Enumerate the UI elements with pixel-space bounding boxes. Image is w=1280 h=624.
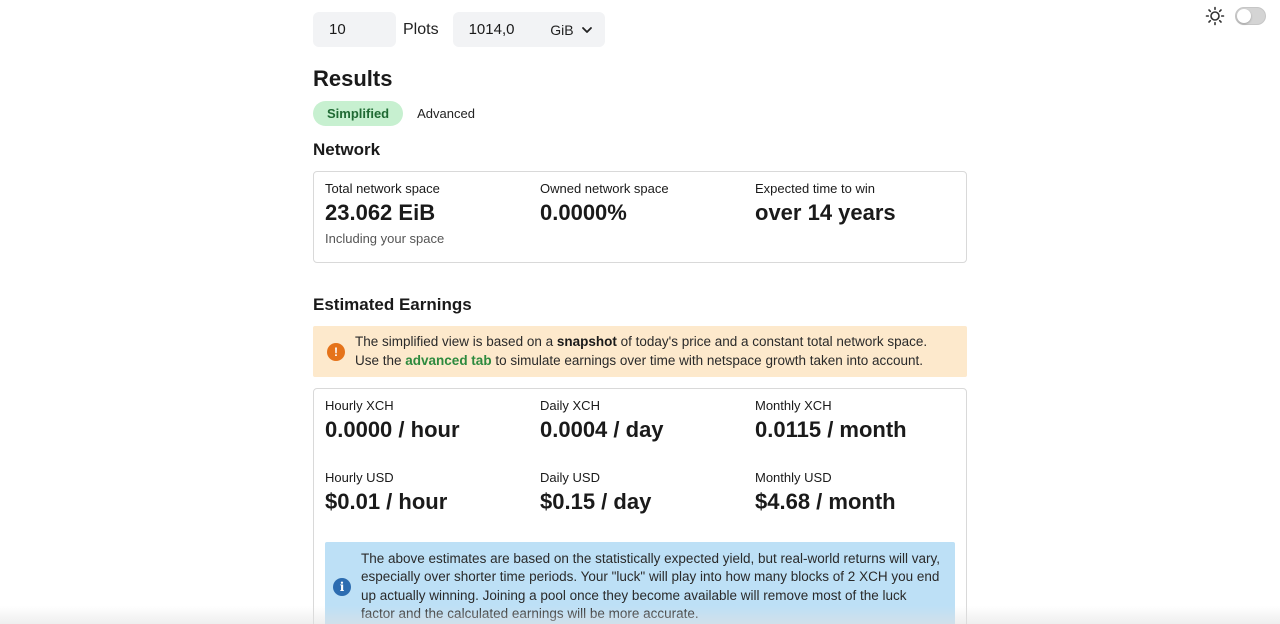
plot-count-value: 10 (329, 21, 346, 38)
stat-value: 0.0115 / month (755, 417, 907, 442)
stat-value: 0.0000% (540, 200, 627, 225)
advanced-tab-link[interactable]: advanced tab (405, 352, 492, 368)
stat-label: Total network space (325, 181, 440, 196)
stat-hourly-xch: Hourly XCH 0.0000 / hour (325, 398, 540, 470)
earnings-card: Hourly XCH 0.0000 / hour Daily XCH 0.000… (313, 388, 967, 624)
stat-value: $4.68 / month (755, 489, 896, 514)
warning-text-part: of today's price and a constant total ne… (616, 334, 928, 349)
stat-value: 0.0000 / hour (325, 417, 460, 442)
stat-hourly-usd: Hourly USD $0.01 / hour (325, 470, 540, 542)
plots-row: 10 Plots 1014,0 GiB (313, 12, 967, 47)
exclamation-icon: ! (327, 342, 345, 361)
theme-controls (1205, 6, 1266, 26)
stat-label: Owned network space (540, 181, 669, 196)
stat-label: Daily XCH (540, 398, 600, 413)
plot-size-value: 1014,0 (468, 21, 515, 38)
results-title: Results (313, 66, 393, 91)
main-content: 10 Plots 1014,0 GiB Results Simplified A… (313, 12, 967, 624)
stat-monthly-xch: Monthly XCH 0.0115 / month (755, 398, 955, 470)
plots-label: Plots (403, 20, 439, 38)
warning-line-2: Use the advanced tab to simulate earning… (355, 352, 927, 371)
bottom-fade (0, 606, 1280, 624)
stat-value: $0.15 / day (540, 489, 652, 514)
stat-expected-time-to-win: Expected time to win over 14 years (755, 181, 955, 262)
unit-select-value: GiB (550, 21, 574, 38)
warning-text: The simplified view is based on a snapsh… (355, 333, 927, 370)
toggle-knob (1237, 9, 1251, 23)
info-icon: i (333, 577, 351, 596)
stat-label: Monthly XCH (755, 398, 832, 413)
warning-text-part: Use the (355, 352, 406, 368)
snapshot-warning: ! The simplified view is based on a snap… (313, 326, 967, 377)
stat-monthly-usd: Monthly USD $4.68 / month (755, 470, 955, 542)
stat-value: $0.01 / hour (325, 489, 448, 514)
warning-text-part: to simulate earnings over time with nets… (491, 352, 924, 368)
plot-size-input[interactable]: 1014,0 GiB (452, 12, 605, 47)
plot-count-input[interactable]: 10 (313, 12, 396, 47)
tab-advanced[interactable]: Advanced (417, 106, 475, 121)
stat-label: Expected time to win (755, 181, 875, 196)
stat-owned-network-space: Owned network space 0.0000% (540, 181, 755, 262)
stat-total-network-space: Total network space 23.062 EiB Including… (325, 181, 540, 262)
network-card: Total network space 23.062 EiB Including… (313, 171, 967, 263)
warning-line-1: The simplified view is based on a snapsh… (355, 333, 927, 352)
warning-bold-snapshot: snapshot (556, 334, 617, 349)
stat-daily-usd: Daily USD $0.15 / day (540, 470, 755, 542)
stat-label: Daily USD (540, 470, 600, 485)
stat-label: Monthly USD (755, 470, 832, 485)
stat-label: Hourly USD (325, 470, 394, 485)
unit-select[interactable]: GiB (550, 22, 592, 38)
info-text: The above estimates are based on the sta… (361, 550, 941, 622)
dark-mode-toggle[interactable] (1235, 7, 1266, 25)
network-title: Network (313, 140, 381, 159)
chevron-down-icon (581, 26, 592, 33)
results-tabs: Simplified Advanced (313, 101, 967, 126)
sun-icon[interactable] (1205, 6, 1225, 26)
stat-value: 0.0004 / day (540, 417, 664, 442)
stat-value: over 14 years (755, 200, 896, 225)
luck-info-notice: i The above estimates are based on the s… (325, 542, 955, 624)
tab-simplified[interactable]: Simplified (313, 101, 404, 126)
stat-label: Hourly XCH (325, 398, 394, 413)
stat-value: 23.062 EiB (325, 200, 436, 225)
warning-text-part: The simplified view is based on a (355, 334, 557, 349)
estimated-earnings-title: Estimated Earnings (313, 295, 472, 314)
stat-daily-xch: Daily XCH 0.0004 / day (540, 398, 755, 470)
stat-subtext: Including your space (325, 231, 445, 246)
